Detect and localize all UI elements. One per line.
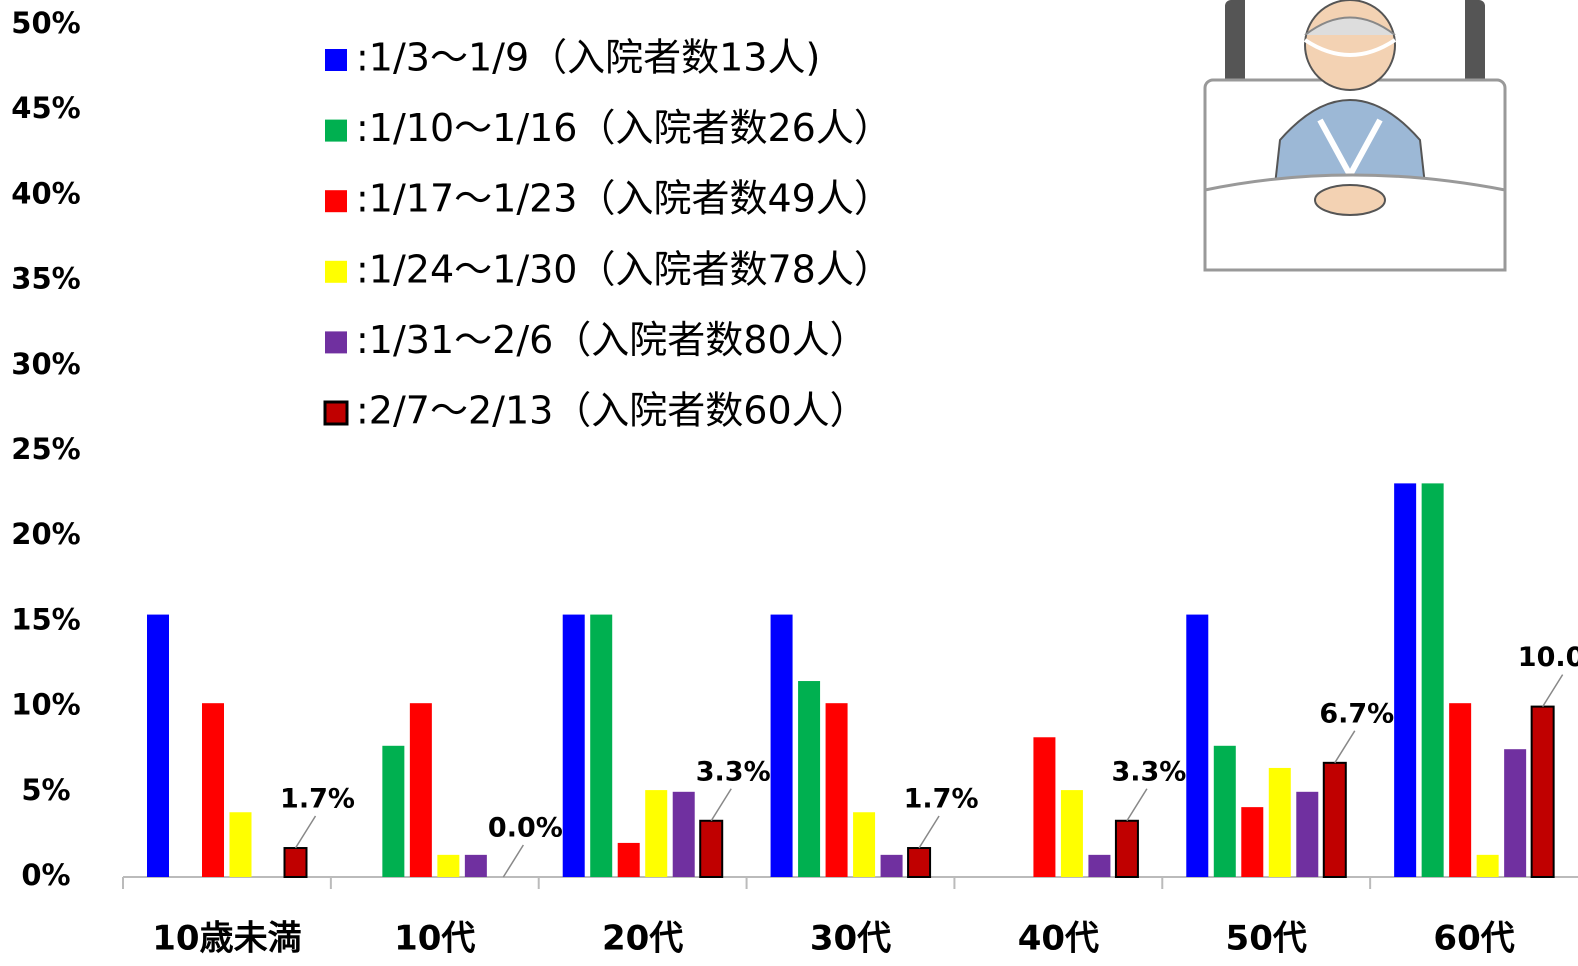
bar: [382, 745, 405, 877]
data-label: 10.0%: [1518, 642, 1578, 673]
bar: [770, 614, 793, 877]
bar: [229, 812, 252, 877]
legend-swatch: [325, 119, 347, 142]
x-tick-label: 40代: [1018, 919, 1099, 959]
legend-label: :2/7～2/13（入院者数60人）: [356, 389, 868, 433]
legend-label: :1/10～1/16（入院者数26人）: [356, 106, 892, 150]
bar: [1213, 745, 1236, 877]
legend-swatch: [325, 260, 347, 283]
bar: [1060, 790, 1083, 877]
legend-swatch: [325, 49, 347, 71]
legend-label: :1/31～2/6（入院者数80人）: [356, 318, 868, 362]
data-label: 6.7%: [1319, 698, 1394, 729]
leader-line: [1126, 788, 1148, 822]
x-tick-label: 10歳未満: [152, 919, 301, 959]
y-tick-label: 40%: [11, 176, 80, 210]
y-tick-label: 35%: [11, 262, 80, 296]
leader-line: [502, 844, 524, 878]
bar: [409, 703, 432, 877]
data-label: 3.3%: [696, 756, 771, 787]
bar: [798, 681, 821, 877]
y-tick-label: 20%: [11, 517, 80, 551]
data-label: 1.7%: [904, 784, 979, 815]
bar: [1421, 483, 1444, 877]
bar: [437, 854, 460, 877]
bar: [853, 812, 876, 877]
data-label: 0.0%: [488, 813, 563, 844]
x-tick-label: 60代: [1433, 919, 1514, 959]
illustration: [1203, 0, 1507, 272]
leader-line: [710, 788, 732, 822]
bar: [1186, 614, 1209, 877]
legend-label: :1/24～1/30（入院者数78人）: [356, 247, 892, 291]
bar: [1504, 749, 1527, 877]
bar: [880, 854, 903, 877]
bar: [699, 819, 724, 879]
y-tick-label: 25%: [11, 432, 80, 466]
bar: [1476, 854, 1499, 877]
bar: [1530, 705, 1555, 878]
bar: [1114, 819, 1139, 879]
bar: [464, 854, 487, 877]
bar: [1394, 483, 1417, 877]
y-tick-label: 30%: [11, 347, 80, 381]
y-tick-label: 45%: [11, 91, 80, 125]
leader-line: [294, 815, 317, 849]
bar: [562, 614, 585, 877]
x-tick-label: 10代: [394, 919, 475, 959]
legend-swatch: [325, 331, 347, 354]
bar: [672, 791, 695, 877]
bar: [1033, 737, 1056, 877]
bar: [617, 842, 640, 877]
bar: [590, 614, 613, 877]
x-tick-label: 30代: [810, 919, 891, 959]
x-tick-label: 50代: [1226, 919, 1307, 959]
bar: [1268, 767, 1291, 877]
leader-line: [1334, 730, 1356, 764]
bar: [202, 703, 224, 877]
leader-line: [1542, 674, 1564, 707]
y-tick-label: 50%: [11, 6, 80, 40]
bar: [907, 847, 932, 878]
legend-label: :1/17～1/23（入院者数49人）: [356, 177, 892, 221]
legend-label: :1/3～1/9（入院者数13人): [356, 36, 820, 80]
y-tick-label: 5%: [21, 773, 70, 807]
data-label: 1.7%: [280, 784, 355, 815]
leader-line: [918, 815, 940, 849]
bar: [147, 614, 169, 877]
legend-swatch: [323, 400, 349, 426]
bar: [283, 847, 308, 878]
legend-swatch: [325, 190, 347, 213]
data-label: 3.3%: [1111, 756, 1186, 787]
y-tick-label: 10%: [11, 688, 80, 722]
bar: [1296, 791, 1319, 877]
bar: [645, 790, 668, 877]
y-tick-label: 15%: [11, 602, 80, 636]
bar: [1449, 703, 1472, 877]
bar: [1322, 761, 1347, 878]
x-tick-label: 20代: [602, 919, 683, 959]
y-tick-label: 0%: [21, 858, 70, 892]
bar: [1241, 807, 1264, 877]
bar: [1088, 854, 1111, 877]
bar: [825, 703, 848, 877]
